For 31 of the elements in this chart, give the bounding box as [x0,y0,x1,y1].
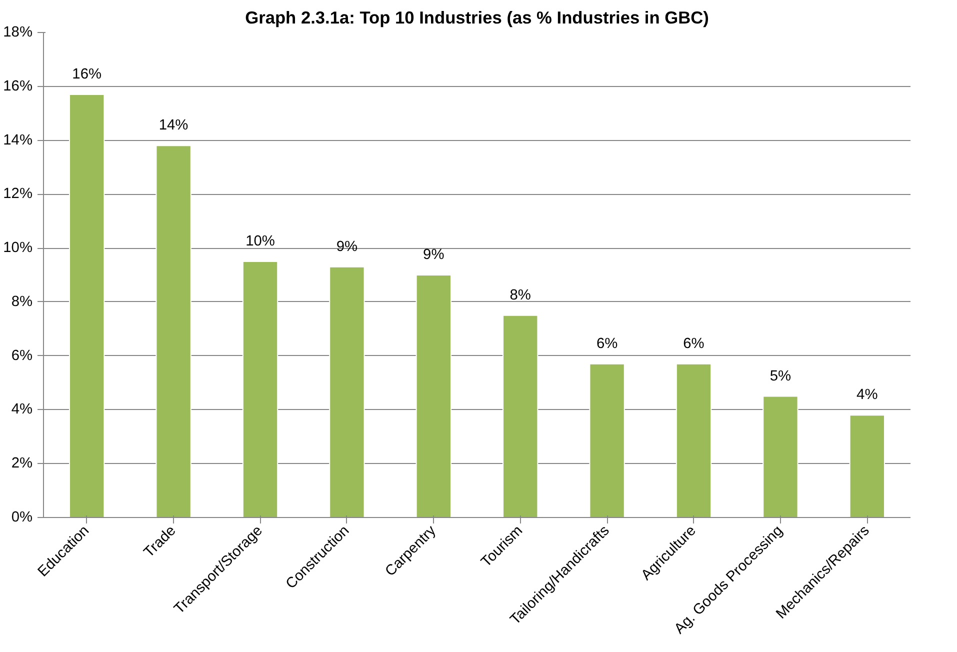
bar [69,94,105,518]
y-tick-label: 12% [3,186,33,202]
data-label: 6% [683,336,704,352]
y-tick-label: 8% [11,294,33,310]
bar [762,396,798,518]
data-label: 14% [158,118,188,134]
y-tick-label: 10% [3,240,33,256]
bar [849,414,885,518]
y-tick-label: 16% [3,78,33,94]
data-label: 16% [72,66,102,82]
bar [676,363,712,518]
bar [242,261,278,518]
data-label: 4% [856,387,878,404]
bar [156,145,192,518]
data-label: 6% [596,336,618,352]
bar [502,314,538,518]
data-label: 8% [510,287,531,304]
bar [589,363,625,518]
chart-title: Graph 2.3.1a: Top 10 Industries (as % Industries in GBC) [245,8,709,28]
y-tick-label: 2% [11,456,33,472]
y-tick-label: 4% [11,402,33,418]
y-tick-label: 0% [11,510,33,526]
data-label: 10% [246,234,275,250]
data-label: 9% [423,247,444,263]
data-label: 9% [336,238,358,255]
y-tick-label: 18% [3,24,33,40]
bar [329,266,365,518]
y-tick-label: 14% [3,132,33,148]
y-tick-label: 6% [11,348,33,364]
data-label: 5% [770,368,792,384]
bar [416,274,452,518]
